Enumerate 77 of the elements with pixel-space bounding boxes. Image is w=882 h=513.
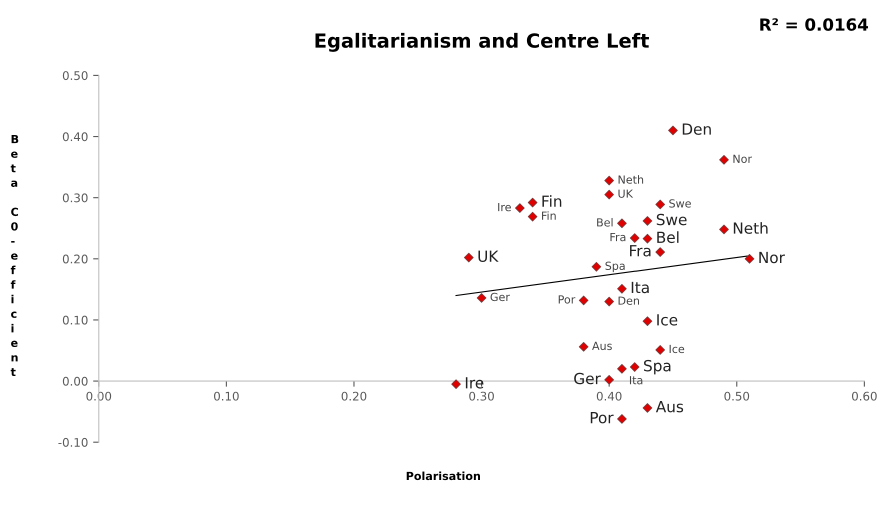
x-tick-label: 0.20 (342, 392, 366, 401)
point (528, 212, 538, 222)
point (642, 216, 652, 226)
data-label: Den (618, 296, 639, 305)
point (604, 190, 614, 200)
x-tick-label: 0.60 (852, 392, 877, 401)
point (451, 379, 461, 389)
point (578, 296, 588, 306)
y-tick-label: 0.40 (62, 132, 88, 142)
data-label: Neth (734, 222, 768, 234)
data-label: Neth (618, 175, 644, 184)
data-label: Bel (597, 218, 613, 227)
data-label: Spa (644, 360, 670, 374)
data-label: Ger (490, 292, 510, 302)
point (464, 252, 474, 262)
point (630, 362, 640, 372)
y-tick-label: 0.20 (62, 254, 88, 264)
data-label: UK (618, 190, 634, 198)
data-label: Fin (542, 211, 556, 220)
point (617, 414, 627, 424)
point (592, 262, 602, 272)
point (617, 218, 627, 228)
data-label: Swe (656, 214, 687, 226)
data-label: Ita (630, 376, 642, 384)
point (604, 176, 614, 186)
data-label: Bel (657, 231, 678, 244)
point (719, 154, 729, 165)
data-label: Fra (610, 232, 626, 242)
point (528, 198, 538, 208)
point (655, 200, 666, 210)
point (617, 364, 627, 374)
data-label: Ire (498, 203, 511, 212)
y-tick-label: 0.00 (62, 376, 88, 386)
point (668, 126, 678, 136)
point (630, 233, 640, 243)
y-tick-label: 0.30 (62, 193, 88, 202)
y-tick-label: 0.10 (62, 316, 88, 325)
point (604, 296, 614, 306)
data-label: Ire (466, 377, 484, 389)
data-label: Nor (759, 252, 785, 264)
point (617, 284, 627, 294)
point (476, 293, 486, 303)
data-label: Fin (542, 195, 562, 207)
data-label: Ita (632, 282, 649, 294)
point (515, 203, 525, 213)
data-label: Spa (605, 262, 625, 272)
point (744, 254, 754, 264)
text: Beta C0-efficient (10, 135, 18, 376)
point (655, 345, 666, 355)
data-label: Ger (574, 372, 601, 384)
point (655, 247, 666, 257)
point (642, 234, 652, 244)
data-label: Por (590, 412, 614, 424)
data-label: Fra (630, 245, 650, 257)
point (719, 224, 729, 234)
data-label: Ice (657, 314, 678, 326)
point (642, 403, 652, 413)
data-label: Swe (669, 199, 691, 208)
data-label: Por (558, 295, 576, 304)
x-axis-title: Polarisation (406, 472, 480, 480)
x-tick-label: 0.40 (596, 392, 622, 401)
chart-title: Egalitarianism and Centre Left (316, 32, 649, 52)
data-label: Aus (656, 401, 684, 412)
data-label: Den (682, 124, 711, 135)
y-tick-label: 0.50 (62, 71, 88, 80)
text: R² = 0.0164 (760, 18, 868, 31)
data-label: UK (478, 250, 499, 262)
data-label: Ice (670, 344, 684, 354)
point (604, 375, 614, 385)
data-label: Aus (592, 342, 612, 350)
data-label: Nor (733, 154, 752, 163)
y-tick-label: -0.10 (58, 438, 88, 447)
point (642, 316, 652, 326)
x-tick-label: 0.10 (214, 392, 239, 401)
x-tick-label: 0.30 (469, 392, 494, 401)
x-tick-label: 0.50 (724, 392, 750, 401)
point (578, 342, 588, 352)
